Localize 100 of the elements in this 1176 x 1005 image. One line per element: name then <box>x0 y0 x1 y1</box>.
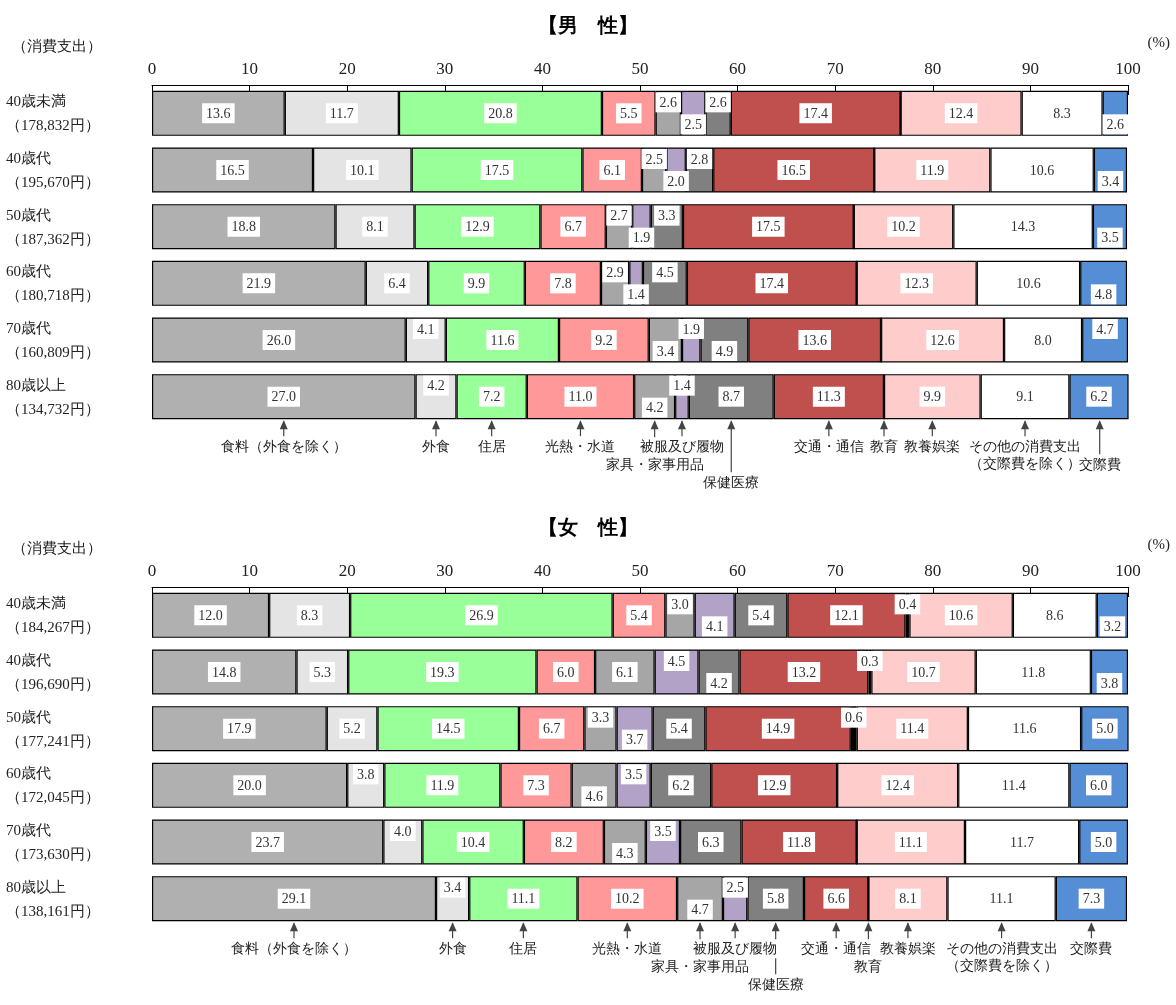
data-label: 11.1 <box>511 891 536 907</box>
data-label: 12.9 <box>761 777 787 793</box>
text: 保健医療 <box>703 475 760 491</box>
data-label: 2.7 <box>610 208 628 224</box>
data-label: 3.0 <box>671 596 689 612</box>
data-label: 0.6 <box>844 710 863 726</box>
data-label: 2.5 <box>726 880 744 896</box>
data-label: 2.5 <box>645 151 663 167</box>
data-label: 17.9 <box>227 721 252 737</box>
text: 家具・家事用品 <box>651 959 750 975</box>
x-tick-label: 0 <box>147 561 157 580</box>
data-label: 2.9 <box>606 264 624 280</box>
data-label: 8.3 <box>300 607 319 623</box>
data-label: 6.2 <box>672 777 690 793</box>
x-tick-label: 80 <box>924 561 942 580</box>
data-label: 14.8 <box>211 664 237 680</box>
data-label: 23.7 <box>255 834 280 850</box>
data-label: 11.9 <box>920 162 945 178</box>
data-label: 3.4 <box>1101 173 1120 189</box>
y-tick-label: 50歳代（177,241円） <box>6 708 100 749</box>
data-label: 4.9 <box>715 343 734 359</box>
data-label: 18.8 <box>231 219 256 235</box>
data-label: 6.0 <box>1089 777 1108 793</box>
x-tick-label: 90 <box>1021 59 1039 78</box>
x-tick-label: 30 <box>436 561 454 580</box>
data-label: 3.3 <box>591 710 610 726</box>
series-label: 食料（外食を除く） <box>220 439 347 455</box>
series-label: 住居 <box>508 941 538 957</box>
data-label: 12.4 <box>885 777 910 793</box>
data-label: 26.9 <box>469 607 494 623</box>
y-tick-label: 40歳代（196,690円） <box>6 652 100 692</box>
data-label: 4.2 <box>645 400 664 416</box>
data-label: 5.4 <box>670 721 688 737</box>
data-label: 11.6 <box>1012 721 1037 737</box>
x-tick-label: 20 <box>338 561 356 580</box>
data-label: 3.5 <box>624 766 643 782</box>
data-label: 10.6 <box>1016 275 1041 291</box>
data-label: 13.6 <box>206 105 231 121</box>
series-label: 外食 <box>438 941 467 957</box>
series-label: 教養娯楽 <box>904 439 961 455</box>
data-label: 12.0 <box>198 607 223 623</box>
data-label: 8.1 <box>366 219 384 235</box>
data-label: 11.7 <box>329 105 354 121</box>
data-label: 4.0 <box>394 823 412 839</box>
y-tick-label: 40歳未満（184,267円） <box>6 595 100 636</box>
x-tick-label: 40 <box>533 59 551 78</box>
data-label: 2.6 <box>1106 116 1125 132</box>
data-label: 6.7 <box>564 219 582 235</box>
y-tick-label: 70歳代（173,630円） <box>6 822 100 862</box>
data-label: 10.2 <box>615 891 640 907</box>
data-label: 11.3 <box>816 389 841 405</box>
x-tick-label: 70 <box>826 59 844 78</box>
data-label: 11.7 <box>1010 834 1035 850</box>
data-label: 17.4 <box>759 275 785 291</box>
x-axis-title: (%) <box>1147 535 1171 553</box>
data-label: 16.5 <box>781 162 806 178</box>
data-label: 5.5 <box>620 105 638 121</box>
data-label: 3.5 <box>1101 230 1119 246</box>
data-label: 11.4 <box>900 721 925 737</box>
data-label: 7.3 <box>527 777 545 793</box>
data-label: 2.6 <box>659 94 678 110</box>
data-label: 4.5 <box>667 653 686 669</box>
data-label: 7.2 <box>482 389 501 405</box>
data-label: 12.1 <box>834 607 859 623</box>
data-label: 4.5 <box>656 264 674 280</box>
data-label: 17.5 <box>756 219 781 235</box>
data-label: 6.0 <box>557 664 575 680</box>
data-label: 16.5 <box>220 162 245 178</box>
y-tick-label: 70歳代（160,809円） <box>6 320 100 360</box>
series-label: 教養娯楽 <box>879 941 936 957</box>
series-label: 交通・通信 <box>793 439 864 455</box>
data-label: 10.2 <box>891 219 916 235</box>
data-label: 13.2 <box>791 664 817 680</box>
data-label: 17.5 <box>484 162 510 178</box>
series-label: 光熱・水道 <box>592 941 663 957</box>
data-label: 5.4 <box>752 607 770 623</box>
data-label: 1.9 <box>682 321 700 337</box>
x-tick-label: 70 <box>826 561 844 580</box>
data-label: 9.9 <box>923 389 942 405</box>
data-label: 4.1 <box>705 618 724 634</box>
data-label: 0.4 <box>898 596 917 612</box>
data-label: 11.1 <box>898 834 923 850</box>
x-tick-label: 80 <box>924 59 942 78</box>
data-label: 3.8 <box>356 766 375 782</box>
data-label: 4.8 <box>1094 286 1113 302</box>
data-label: 2.5 <box>684 116 702 132</box>
series-label: 外食 <box>422 439 451 455</box>
data-label: 8.3 <box>1053 105 1071 121</box>
data-label: 4.7 <box>1096 321 1114 337</box>
text: 被服及び履物 <box>693 941 778 957</box>
data-label: 6.1 <box>603 162 621 178</box>
series-label: 食料（外食を除く） <box>231 941 358 957</box>
y-tick-label: 80歳以上（134,732円） <box>6 376 100 417</box>
x-tick-label: 40 <box>533 561 551 580</box>
data-label: 3.8 <box>1100 675 1119 691</box>
data-label: 4.1 <box>417 321 435 337</box>
y-tick-label: 60歳代（180,718円） <box>6 263 100 304</box>
data-label: 4.6 <box>585 788 603 804</box>
y-tick-label: 50歳代（187,362円） <box>6 206 100 247</box>
data-label: 29.1 <box>281 891 307 907</box>
